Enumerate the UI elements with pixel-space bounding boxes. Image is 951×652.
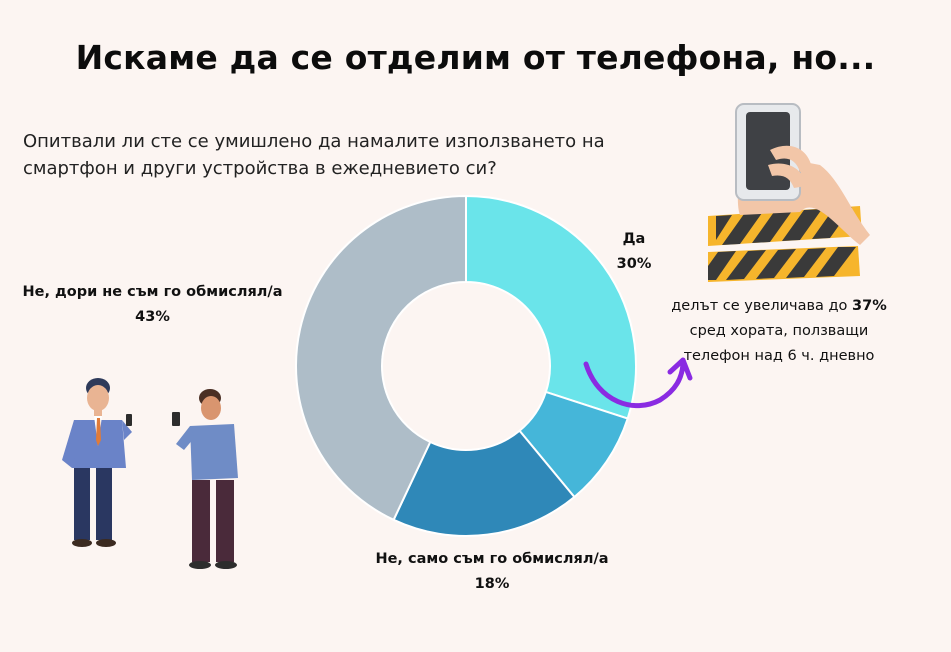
survey-question: Опитвали ли сте се умишлено да намалите … xyxy=(23,131,605,179)
donut-slice-2 xyxy=(392,429,576,537)
donut-slice-0 xyxy=(465,194,637,420)
note-after: сред хората, ползващи телефон над 6 ч. д… xyxy=(683,323,875,364)
slice-label-yes-text: Да xyxy=(622,231,646,247)
slice-label-never: Не, дори не съм го обмислял/а 43% xyxy=(0,280,305,330)
person-right xyxy=(172,389,238,569)
slice-label-considered-value: 18% xyxy=(474,576,510,592)
person-left xyxy=(62,378,132,547)
slice-label-yes-value: 30% xyxy=(616,256,652,272)
donut-slice-3 xyxy=(295,194,467,522)
slice-label-never-text: Не, дори не съм го обмислял/а xyxy=(22,284,283,300)
note-highlight: 37% xyxy=(852,298,887,314)
note-before: делът се увеличава до xyxy=(671,298,853,314)
slice-label-never-value: 43% xyxy=(135,309,170,325)
note-text: делът се увеличава до 37% сред хората, п… xyxy=(655,294,903,369)
slice-label-yes: Да 30% xyxy=(594,227,674,277)
page-title: Искаме да се отделим от телефона, но... xyxy=(75,38,876,77)
slice-label-considered: Не, само съм го обмислял/а 18% xyxy=(352,547,632,597)
slice-label-considered-text: Не, само съм го обмислял/а xyxy=(375,551,609,567)
